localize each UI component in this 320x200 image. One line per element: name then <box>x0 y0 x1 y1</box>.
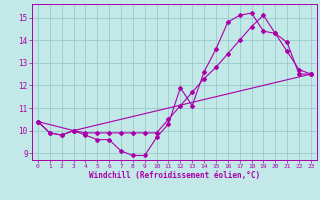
X-axis label: Windchill (Refroidissement éolien,°C): Windchill (Refroidissement éolien,°C) <box>89 171 260 180</box>
